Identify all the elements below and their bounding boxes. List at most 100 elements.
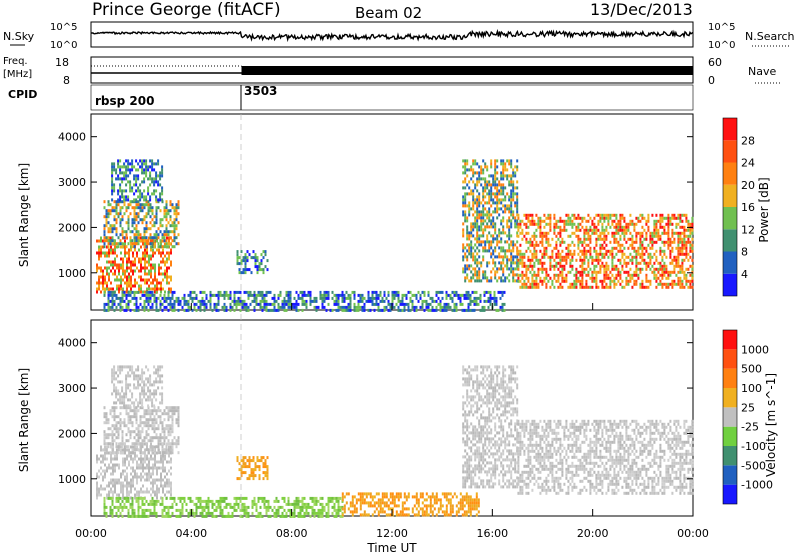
heatmap-cell: [587, 234, 590, 238]
heatmap-cell: [478, 261, 481, 265]
heatmap-cell: [470, 222, 473, 226]
heatmap-cell: [639, 243, 642, 247]
heatmap-cell: [130, 484, 132, 488]
heatmap-cell: [147, 406, 150, 410]
heatmap-cell: [480, 279, 483, 283]
heatmap-cell: [105, 436, 108, 440]
heatmap-cell: [514, 201, 517, 205]
heatmap-cell: [107, 200, 110, 204]
heatmap-cell: [464, 180, 467, 184]
heatmap-cell: [502, 279, 505, 283]
heatmap-cell: [155, 308, 158, 312]
heatmap-cell: [111, 368, 114, 372]
heatmap-cell: [473, 290, 476, 294]
heatmap-cell: [529, 258, 532, 262]
heatmap-cell: [659, 279, 662, 283]
heatmap-cell: [201, 511, 204, 515]
heatmap-cell: [107, 436, 110, 440]
heatmap-cell: [283, 302, 286, 306]
heatmap-cell: [567, 285, 570, 289]
heatmap-cell: [137, 514, 140, 518]
heatmap-cell: [619, 249, 622, 253]
heatmap-cell: [399, 308, 402, 312]
heatmap-cell: [155, 171, 158, 175]
heatmap-cell: [519, 231, 522, 235]
heatmap-cell: [133, 245, 136, 249]
heatmap-cell: [617, 243, 620, 247]
heatmap-cell: [102, 275, 104, 279]
heatmap-cell: [470, 207, 473, 211]
heatmap-cell: [464, 264, 467, 268]
heatmap-cell: [169, 299, 172, 303]
heatmap-cell: [110, 245, 112, 249]
heatmap-cell: [187, 299, 190, 303]
heatmap-cell: [685, 216, 688, 220]
heatmap-cell: [537, 273, 540, 277]
heatmap-cell: [498, 180, 501, 184]
heatmap-cell: [478, 171, 481, 175]
heatmap-cell: [641, 213, 644, 217]
heatmap-cell: [502, 225, 505, 229]
heatmap-cell: [130, 478, 132, 482]
heatmap-cell: [164, 275, 166, 279]
heatmap-cell: [148, 260, 150, 264]
heatmap-cell: [555, 252, 558, 256]
heatmap-cell: [115, 293, 118, 297]
heatmap-cell: [490, 204, 493, 208]
heatmap-cell: [575, 228, 578, 232]
colorbar-swatch: [723, 273, 737, 296]
heatmap-cell: [225, 496, 228, 500]
heatmap-cell: [512, 183, 515, 187]
heatmap-cell: [605, 270, 608, 274]
heatmap-cell: [114, 463, 116, 467]
heatmap-cell: [255, 302, 258, 306]
heatmap-cell: [500, 183, 503, 187]
heatmap-cell: [565, 213, 568, 217]
heatmap-cell: [133, 174, 136, 178]
heatmap-cell: [464, 159, 467, 163]
heatmap-cell: [168, 451, 170, 455]
heatmap-cell: [139, 442, 142, 446]
heatmap-cell: [464, 204, 467, 208]
heatmap-cell: [478, 234, 481, 238]
heatmap-cell: [161, 401, 164, 405]
heatmap-cell: [645, 234, 648, 238]
heatmap-cell: [481, 308, 484, 312]
heatmap-cell: [139, 233, 142, 237]
heatmap-cell: [105, 218, 108, 222]
heatmap-cell: [162, 257, 164, 261]
heatmap-cell: [498, 228, 501, 232]
heatmap-cell: [490, 198, 493, 202]
heatmap-cell: [155, 177, 158, 181]
heatmap-cell: [108, 451, 110, 455]
heatmap-cell: [105, 514, 108, 518]
heatmap-cell: [492, 240, 495, 244]
heatmap-cell: [125, 499, 128, 503]
heatmap-cell: [569, 252, 572, 256]
heatmap-cell: [486, 234, 489, 238]
heatmap-cell: [142, 484, 144, 488]
heatmap-cell: [159, 299, 162, 303]
heatmap-cell: [637, 252, 640, 256]
heatmap-cell: [671, 249, 674, 253]
heatmap-cell: [655, 249, 658, 253]
heatmap-cell: [161, 430, 164, 434]
heatmap-cell: [125, 505, 128, 509]
heatmap-cell: [498, 255, 501, 259]
heatmap-cell: [98, 284, 100, 288]
heatmap-cell: [159, 195, 162, 199]
heatmap-cell: [142, 475, 144, 479]
heatmap-cell: [254, 462, 257, 466]
heatmap-cell: [512, 180, 515, 184]
heatmap-cell: [623, 231, 626, 235]
heatmap-cell: [525, 249, 528, 253]
heatmap-cell: [675, 258, 678, 262]
heatmap-cell: [521, 252, 524, 256]
heatmap-cell: [377, 308, 380, 312]
heatmap-cell: [154, 290, 156, 294]
heatmap-cell: [547, 243, 550, 247]
heatmap-cell: [104, 275, 106, 279]
heatmap-cell: [615, 252, 618, 256]
heatmap-cell: [103, 206, 106, 210]
heatmap-cell: [363, 296, 366, 300]
